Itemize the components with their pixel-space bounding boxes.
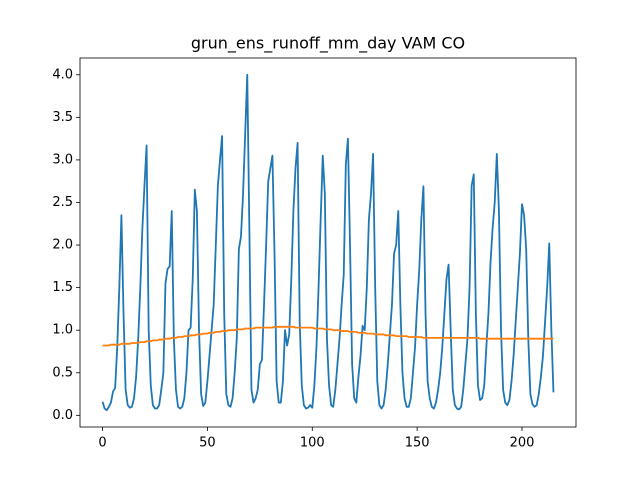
- y-tick-label: 3.0: [52, 152, 73, 167]
- chart-title: grun_ens_runoff_mm_day VAM CO: [191, 34, 465, 54]
- y-tick-label: 0.0: [52, 408, 73, 423]
- y-tick-label: 2.5: [52, 195, 73, 210]
- y-tick-label: 1.0: [52, 323, 73, 338]
- y-tick-label: 3.5: [52, 110, 73, 125]
- x-tick-label: 100: [300, 436, 325, 451]
- x-tick-label: 50: [199, 436, 216, 451]
- y-tick-label: 4.0: [52, 67, 73, 82]
- series-line: [102, 325, 554, 347]
- x-tick-label: 150: [405, 436, 430, 451]
- series-line: [101, 73, 555, 412]
- y-tick-label: 2.0: [52, 238, 73, 253]
- x-tick-label: 0: [98, 436, 106, 451]
- plot-frame: [79, 57, 577, 428]
- x-tick-label: 200: [510, 436, 535, 451]
- y-tick-label: 1.5: [52, 280, 73, 295]
- y-tick-label: 0.5: [52, 365, 73, 380]
